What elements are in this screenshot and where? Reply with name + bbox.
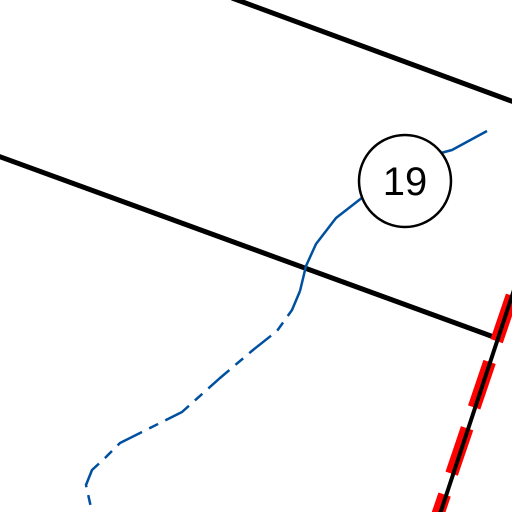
parcel-boundary-middle <box>0 154 503 343</box>
highlighted-boundary <box>431 287 512 512</box>
parcel-label: 19 <box>357 133 453 229</box>
watercourse-upper-segment <box>298 129 488 292</box>
watercourse <box>84 129 488 512</box>
highlighted-boundary-centerline <box>438 289 512 512</box>
parcel-boundary-top <box>231 0 512 104</box>
parcel-label-number: 19 <box>383 160 428 204</box>
watercourse-lower-segment <box>84 290 302 512</box>
parcel-boundaries <box>0 0 512 343</box>
parcel-label-ring <box>357 133 453 229</box>
